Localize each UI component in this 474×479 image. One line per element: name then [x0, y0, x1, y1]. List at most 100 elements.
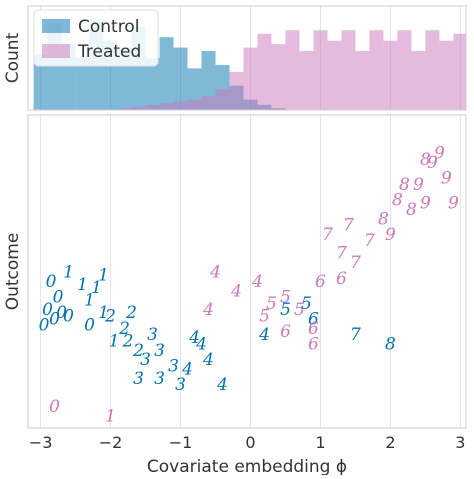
digit-point: 8	[378, 209, 389, 229]
digit-point: 9	[427, 153, 438, 173]
histogram-bar	[355, 51, 370, 110]
histogram-bar	[327, 40, 342, 110]
digit-point: 0	[42, 300, 53, 320]
histogram-bar	[201, 96, 216, 110]
digit-point: 1	[98, 266, 109, 286]
digit-point: 5	[301, 294, 312, 314]
histogram-bar	[145, 58, 160, 110]
digit-point: 8	[392, 191, 403, 211]
digit-point: 3	[175, 375, 186, 395]
digit-point: 5	[280, 288, 291, 308]
histogram-bar	[145, 104, 160, 110]
y-axis-label: Outcome	[3, 233, 23, 311]
legend-label: Control	[78, 17, 139, 37]
digit-point: 3	[140, 350, 151, 370]
digit-point: 4	[209, 263, 221, 283]
histogram-bar	[299, 51, 314, 110]
digit-point: 9	[385, 225, 396, 245]
digit-point: 8	[406, 200, 417, 220]
histogram-bar	[215, 89, 230, 110]
digit-point: 4	[202, 350, 214, 370]
digit-point: 9	[441, 169, 452, 189]
x-tick-label: −3	[29, 433, 53, 452]
digit-point: 9	[434, 144, 445, 164]
digit-point: 6	[315, 272, 326, 292]
digit-point: 4	[181, 360, 193, 380]
axes-frame	[27, 5, 467, 111]
digit-point: 0	[39, 316, 50, 336]
histogram-bar	[383, 40, 398, 110]
histogram-bar	[411, 51, 426, 110]
digit-point: 4	[230, 281, 242, 301]
histogram-bar	[201, 51, 216, 110]
x-axis-label: Covariate embedding ϕ	[147, 457, 347, 475]
digit-point: 2	[118, 319, 130, 339]
digit-point: 0	[49, 397, 60, 417]
digit-point: 8	[385, 334, 396, 354]
digit-point: 7	[343, 216, 354, 236]
digit-point: 7	[336, 244, 347, 264]
histogram-bar	[341, 30, 356, 110]
digit-point: 2	[104, 306, 116, 326]
histogram-bar	[271, 44, 286, 110]
histogram-bar	[131, 106, 146, 110]
digit-point: 7	[364, 231, 375, 251]
histogram-bar	[75, 58, 90, 110]
x-tick-label: 3	[455, 433, 465, 452]
digit-point: 1	[63, 263, 74, 283]
digit-point: 7	[350, 325, 361, 345]
legend-swatch	[42, 19, 70, 33]
digit-point: 3	[133, 369, 144, 389]
digit-point: 6	[308, 309, 319, 329]
digit-point: 5	[294, 300, 305, 320]
digit-point: 4	[258, 325, 270, 345]
x-tick-label: 0	[245, 433, 255, 452]
x-tick-label: 1	[315, 433, 325, 452]
digit-point: 4	[195, 334, 207, 354]
digit-point: 3	[168, 356, 179, 376]
histogram-bar	[257, 33, 272, 110]
digit-point: 6	[308, 319, 319, 339]
digit-point: 2	[122, 331, 134, 351]
digit-point: 0	[56, 303, 67, 323]
digit-point: 6	[336, 269, 347, 289]
digit-point: 5	[266, 294, 277, 314]
histogram-bar	[313, 30, 328, 110]
digit-point: 2	[125, 303, 137, 323]
digit-point: 0	[84, 316, 95, 336]
legend-swatch	[42, 44, 70, 58]
legend-label: Treated	[77, 42, 141, 62]
histogram-bar	[229, 71, 244, 110]
histogram-bar	[33, 54, 48, 110]
digit-point: 1	[105, 406, 116, 426]
histogram-bar	[173, 101, 188, 110]
digit-point: 9	[413, 175, 424, 195]
x-tick-label: −1	[169, 433, 193, 452]
digit-point: 3	[154, 369, 165, 389]
histogram-bar	[425, 30, 440, 110]
digit-point: 1	[91, 278, 102, 298]
digit-point: 5	[259, 306, 270, 326]
digit-point: 7	[322, 225, 333, 245]
digit-point: 1	[84, 291, 95, 311]
x-tick-label: 2	[385, 433, 395, 452]
digit-point: 0	[63, 306, 74, 326]
histogram-bar	[453, 33, 466, 110]
digit-point: 6	[280, 322, 291, 342]
histogram-bar	[369, 30, 384, 110]
digit-point: 7	[350, 253, 361, 273]
histogram-bar	[159, 103, 174, 110]
digit-point: 1	[109, 331, 120, 351]
digit-point: 1	[77, 275, 88, 295]
histogram-bar	[187, 99, 202, 110]
histogram-bar	[173, 47, 188, 110]
digit-point: 0	[49, 309, 60, 329]
digit-point: 0	[53, 288, 64, 308]
histogram-bar	[285, 30, 300, 110]
digit-point: 4	[216, 375, 228, 395]
digit-point: 8	[399, 175, 410, 195]
histogram-bar	[159, 37, 174, 110]
digit-point: 4	[251, 272, 263, 292]
